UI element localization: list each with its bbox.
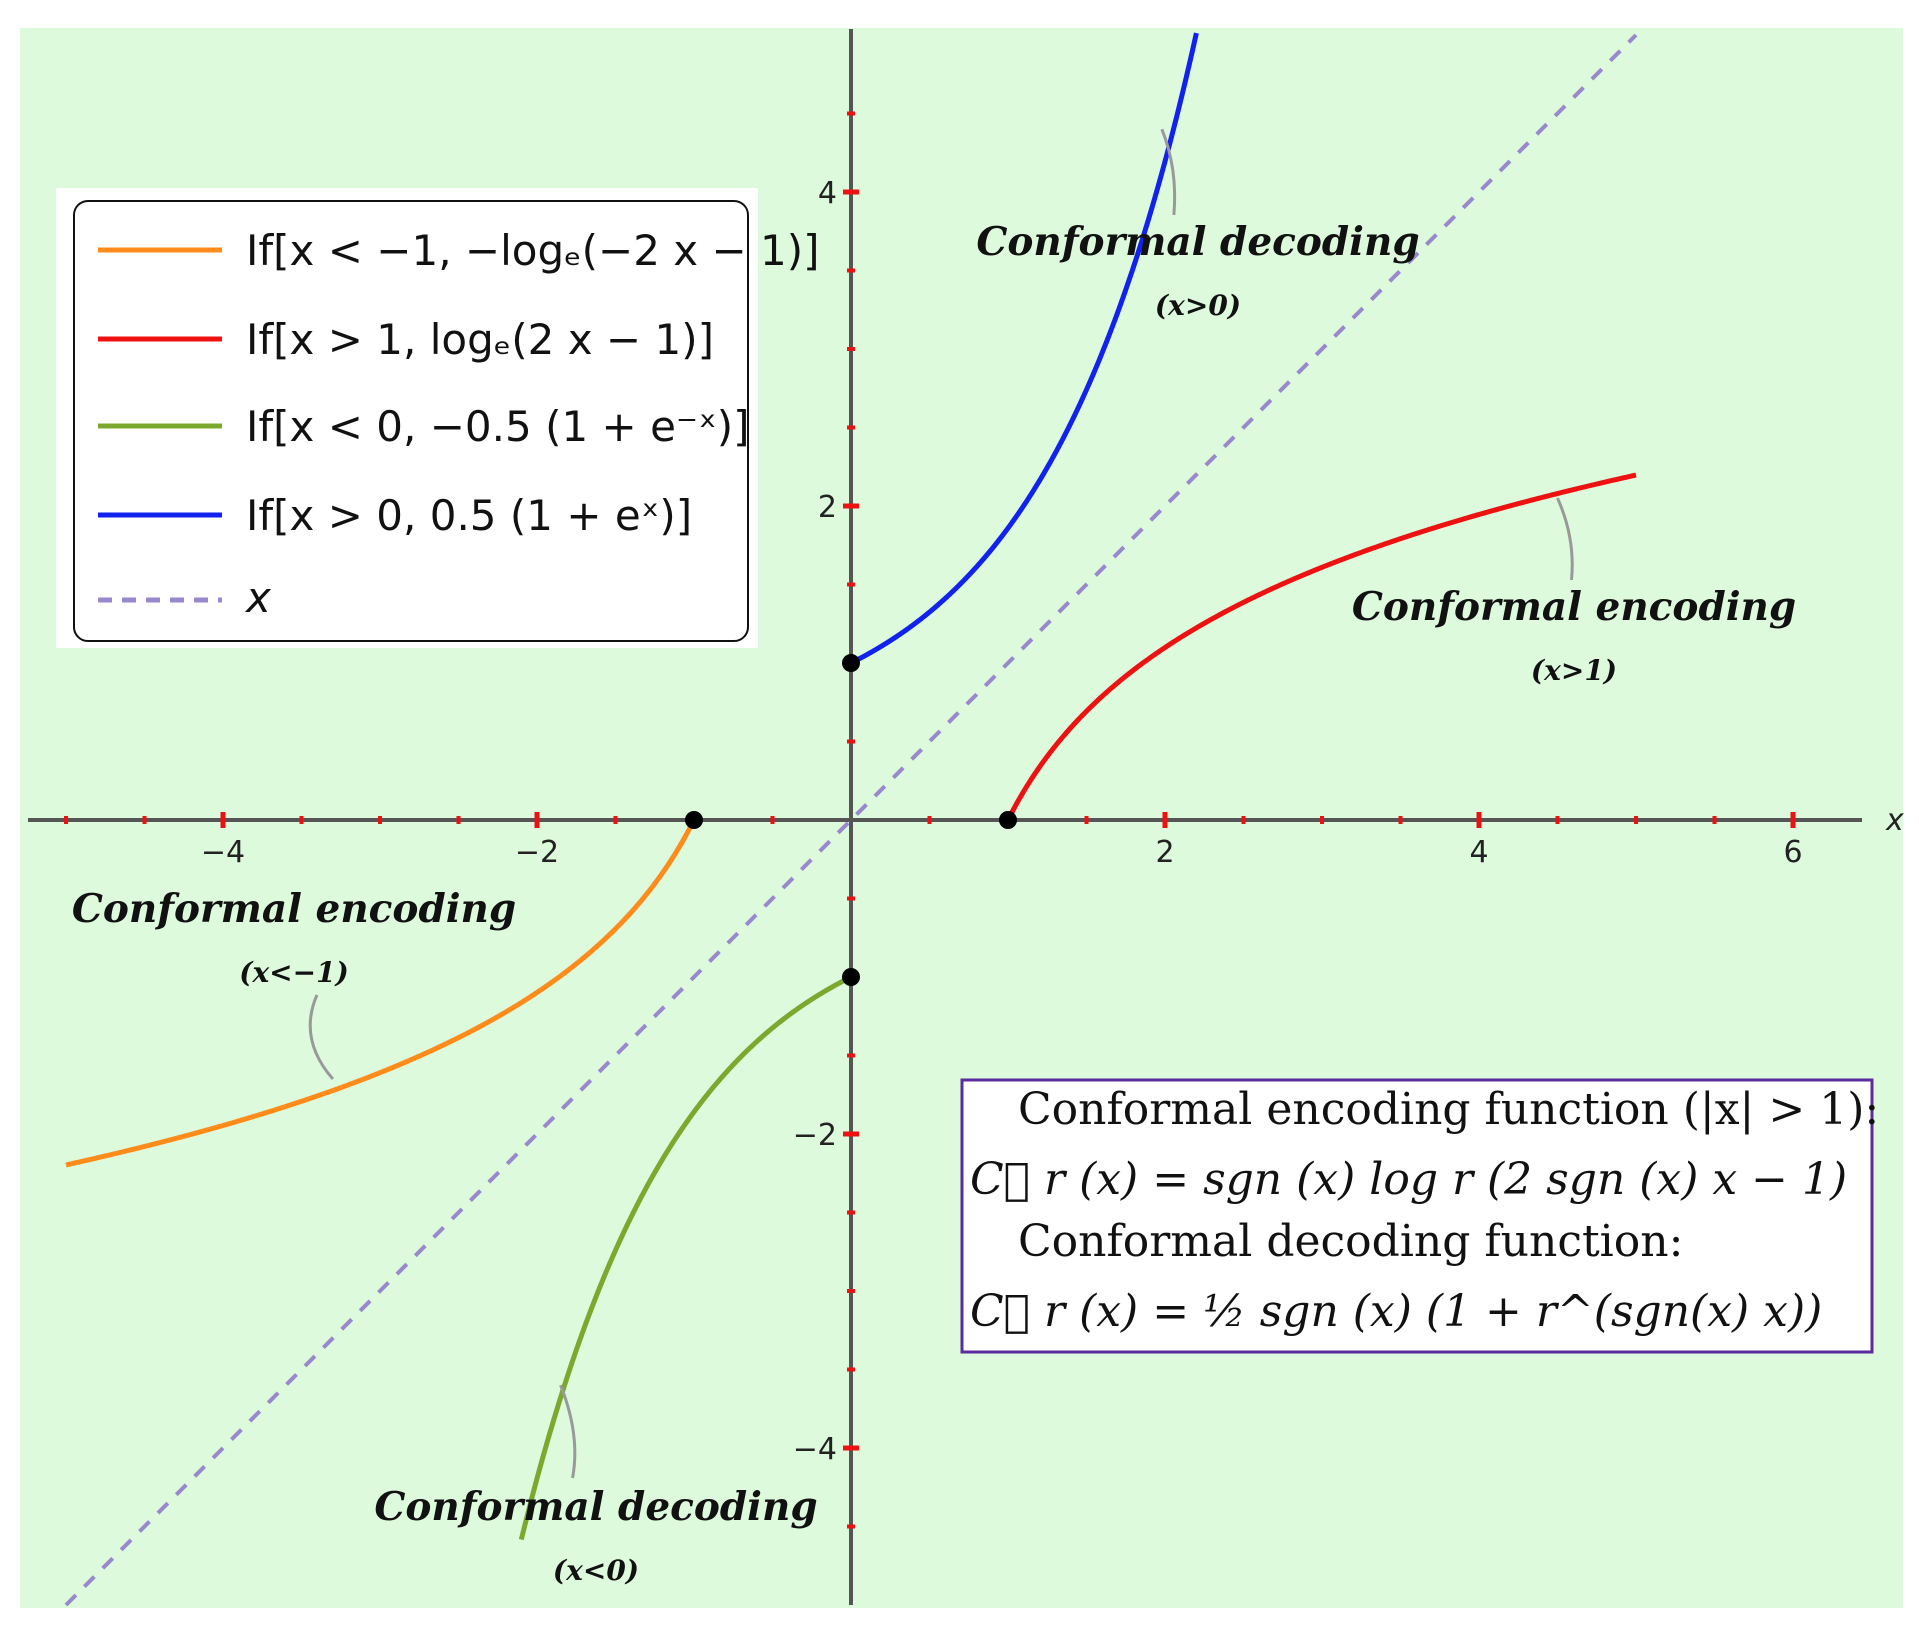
annotation-condition: (x<0) bbox=[553, 1554, 639, 1587]
y-tick-label: −2 bbox=[793, 1118, 837, 1153]
points-layer bbox=[685, 654, 1017, 986]
formula-box: Conformal encoding function (|x| > 1): C… bbox=[960, 1078, 1879, 1354]
legend-label-identity: x bbox=[244, 573, 272, 622]
formula-decoding-heading: Conformal decoding function: bbox=[1018, 1216, 1683, 1267]
formula-encoding-equation: C⃗ r (x) = sgn (x) log r (2 sgn (x) x − … bbox=[970, 1154, 1847, 1205]
series-line-green bbox=[518, 974, 853, 1541]
annotation-leader bbox=[559, 1384, 577, 1479]
legend-label-blue: If[x > 0, 0.5 (1 + eˣ)] bbox=[246, 491, 692, 540]
formula-box-frame bbox=[960, 1078, 1874, 1354]
annotation-title: Conformal decoding bbox=[976, 219, 1419, 265]
legend-box bbox=[73, 200, 749, 642]
series-line-blue bbox=[849, 32, 1199, 666]
annotation-title: Conformal decoding bbox=[374, 1484, 817, 1530]
annotation-title: Conformal encoding bbox=[1352, 584, 1796, 630]
axes-layer: −4 −2 2 4 6 −4 −2 2 4 x bbox=[28, 29, 1904, 1605]
annotation-condition: (x>1) bbox=[1531, 654, 1617, 687]
marked-point bbox=[842, 654, 860, 672]
x-axis-label: x bbox=[1885, 803, 1904, 838]
y-tick-label: −4 bbox=[793, 1432, 837, 1467]
annotation-leader bbox=[1160, 128, 1177, 216]
series-line-red bbox=[1005, 472, 1637, 822]
series-line-identity bbox=[64, 33, 1638, 1607]
series-layer bbox=[64, 32, 1638, 1607]
annotation-leader bbox=[1556, 497, 1574, 581]
annotation-layer: Conformal decoding (x>0) Conformal encodin… bbox=[72, 128, 1796, 1587]
marked-point bbox=[999, 811, 1017, 829]
x-tick-label: 6 bbox=[1783, 835, 1802, 870]
formula-encoding-heading: Conformal encoding function (|x| > 1): bbox=[1018, 1084, 1879, 1135]
y-tick-label: 4 bbox=[818, 176, 837, 211]
annotation-condition: (x<−1) bbox=[239, 956, 349, 989]
x-tick-label: 2 bbox=[1155, 835, 1174, 870]
x-tick-label: −4 bbox=[201, 835, 245, 870]
legend: If[x < −1, −logₑ(−2 x − 1)] If[x > 1, lo… bbox=[56, 188, 820, 648]
annotation-leader bbox=[308, 994, 335, 1081]
series-line-orange bbox=[65, 818, 697, 1168]
legend-label-green: If[x < 0, −0.5 (1 + e⁻ˣ)] bbox=[246, 402, 750, 451]
annotation-title: Conformal encoding bbox=[72, 886, 516, 932]
legend-label-red: If[x > 1, logₑ(2 x − 1)] bbox=[246, 315, 714, 364]
x-tick-label: −2 bbox=[515, 835, 559, 870]
legend-label-orange: If[x < −1, −logₑ(−2 x − 1)] bbox=[246, 226, 820, 275]
formula-decoding-equation: C⃖ r (x) = ½ sgn (x) (1 + r^(sgn(x) x)) bbox=[970, 1286, 1822, 1337]
annotation-condition: (x>0) bbox=[1155, 289, 1241, 322]
x-tick-label: 4 bbox=[1469, 835, 1488, 870]
marked-point bbox=[842, 968, 860, 986]
marked-point bbox=[685, 811, 703, 829]
y-tick-label: 2 bbox=[818, 490, 837, 525]
